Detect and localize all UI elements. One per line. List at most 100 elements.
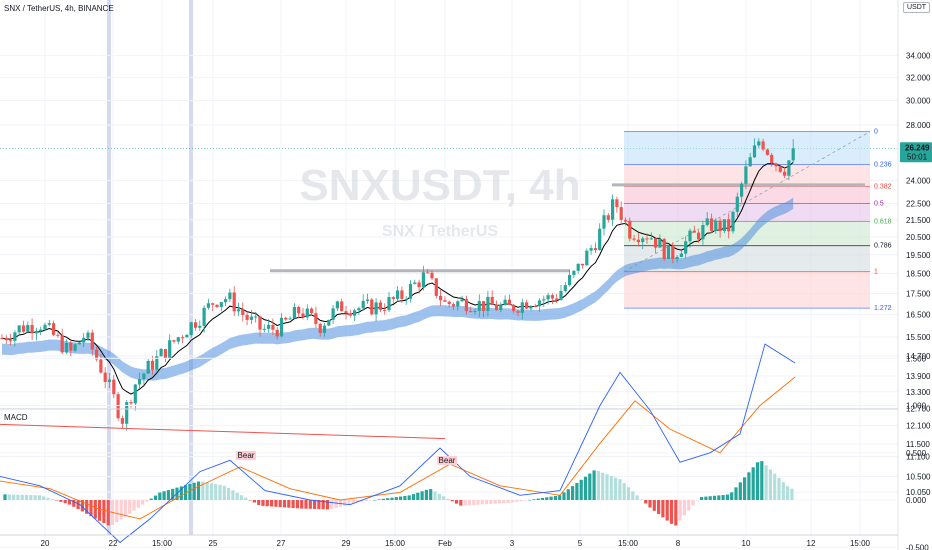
candle-body (727, 219, 731, 232)
candle-174 (748, 152, 752, 167)
macd-histogram-bar (300, 500, 304, 509)
candle-4 (17, 324, 21, 336)
fib-band-0 (624, 131, 870, 165)
macd-histogram-bar (424, 489, 428, 500)
candle-body (615, 199, 619, 208)
price-tick-label: 21.500 (906, 216, 931, 225)
macd-tick-label: 0.000 (906, 496, 927, 505)
candle-body (133, 384, 137, 404)
candle-body (714, 220, 718, 231)
candle-body (0, 338, 4, 340)
candle-body (752, 145, 757, 158)
candle-body (666, 246, 671, 259)
candle-body (606, 215, 610, 220)
macd-histogram-bar (16, 494, 20, 500)
candle-body (17, 325, 21, 333)
candle-72 (310, 307, 314, 316)
candle-21 (90, 329, 94, 356)
macd-histogram-bar (188, 483, 192, 500)
macd-histogram-bar (553, 495, 557, 500)
macd-histogram-bar (450, 500, 454, 502)
candle-body (770, 154, 774, 164)
candle-66 (284, 316, 288, 321)
candle-115 (494, 300, 499, 311)
macd-histogram-bar (691, 500, 695, 506)
candle-167 (718, 218, 722, 238)
candle-104 (447, 300, 451, 308)
candle-body (744, 166, 748, 184)
currency-label[interactable]: USDT (903, 2, 931, 13)
macd-histogram-bar (472, 500, 476, 505)
macd-histogram-bar (356, 500, 360, 503)
candle-body (198, 325, 202, 328)
candle-68 (292, 303, 296, 319)
price-tick-label: 10.050 (906, 488, 931, 497)
candle-body (516, 311, 520, 313)
macd-histogram-bar (373, 499, 377, 501)
watermark-name: SNX / TetherUS (382, 223, 499, 240)
chart-title: SNX / TetherUS, 4h, BINANCE (4, 4, 114, 13)
macd-histogram-bar (179, 486, 183, 500)
macd-title: MACD (4, 413, 28, 422)
candle-77 (331, 305, 335, 324)
macd-histogram-bar (768, 469, 772, 500)
macd-histogram-bar (132, 500, 136, 511)
candle-body (568, 274, 572, 286)
fib-band-2 (624, 186, 870, 204)
candle-body (542, 299, 546, 301)
candle-body (378, 302, 382, 310)
candle-10 (43, 322, 47, 331)
candle-body (365, 299, 370, 301)
macd-histogram-bar (682, 500, 686, 516)
macd-histogram-bar (76, 500, 80, 510)
macd-histogram-bar (497, 500, 502, 504)
macd-histogram-bar (145, 500, 149, 502)
macd-histogram-bar (270, 500, 274, 507)
macd-histogram-bar (760, 461, 764, 500)
macd-histogram-bar (162, 491, 166, 500)
candle-54 (232, 286, 236, 317)
candle-175 (752, 138, 757, 159)
macd-histogram-bar (631, 491, 635, 500)
candle-body (396, 290, 400, 299)
candle-body (116, 394, 120, 419)
macd-histogram-bar (502, 500, 506, 504)
candle-body (731, 211, 735, 232)
candle-body (318, 323, 322, 333)
macd-histogram-bar (467, 500, 471, 506)
candle-body (434, 278, 438, 296)
candle-8 (34, 327, 38, 341)
candle-body (193, 322, 198, 328)
time-tick-label: 15:00 (152, 539, 173, 548)
price-axis-bg (898, 0, 932, 550)
candle-9 (39, 326, 43, 336)
candle-body (77, 342, 81, 345)
candle-177 (761, 138, 765, 152)
macd-histogram-bar (510, 500, 514, 503)
candle-102 (439, 288, 443, 307)
candle-body (181, 337, 185, 339)
macd-histogram-bar (295, 500, 299, 509)
candle-44 (189, 321, 193, 338)
candle-body (292, 306, 296, 319)
candle-body (641, 238, 645, 243)
candle-165 (709, 213, 714, 234)
candle-body (176, 337, 180, 342)
candle-19 (82, 333, 86, 348)
candle-180 (774, 162, 778, 172)
candle-52 (224, 296, 228, 307)
candle-134 (576, 263, 580, 274)
candle-body (95, 349, 99, 360)
candle-body (589, 248, 593, 251)
candle-168 (722, 219, 726, 234)
macd-histogram-bar (334, 500, 338, 508)
candle-body (232, 292, 236, 312)
fib-label-0.618: 0.618 (874, 218, 892, 225)
candle-57 (245, 311, 249, 325)
candle-113 (486, 290, 490, 317)
candle-body (701, 225, 705, 240)
candle-76 (327, 319, 331, 327)
candle-107 (460, 295, 464, 302)
macd-histogram-bar (626, 487, 631, 500)
candle-91 (391, 296, 395, 305)
